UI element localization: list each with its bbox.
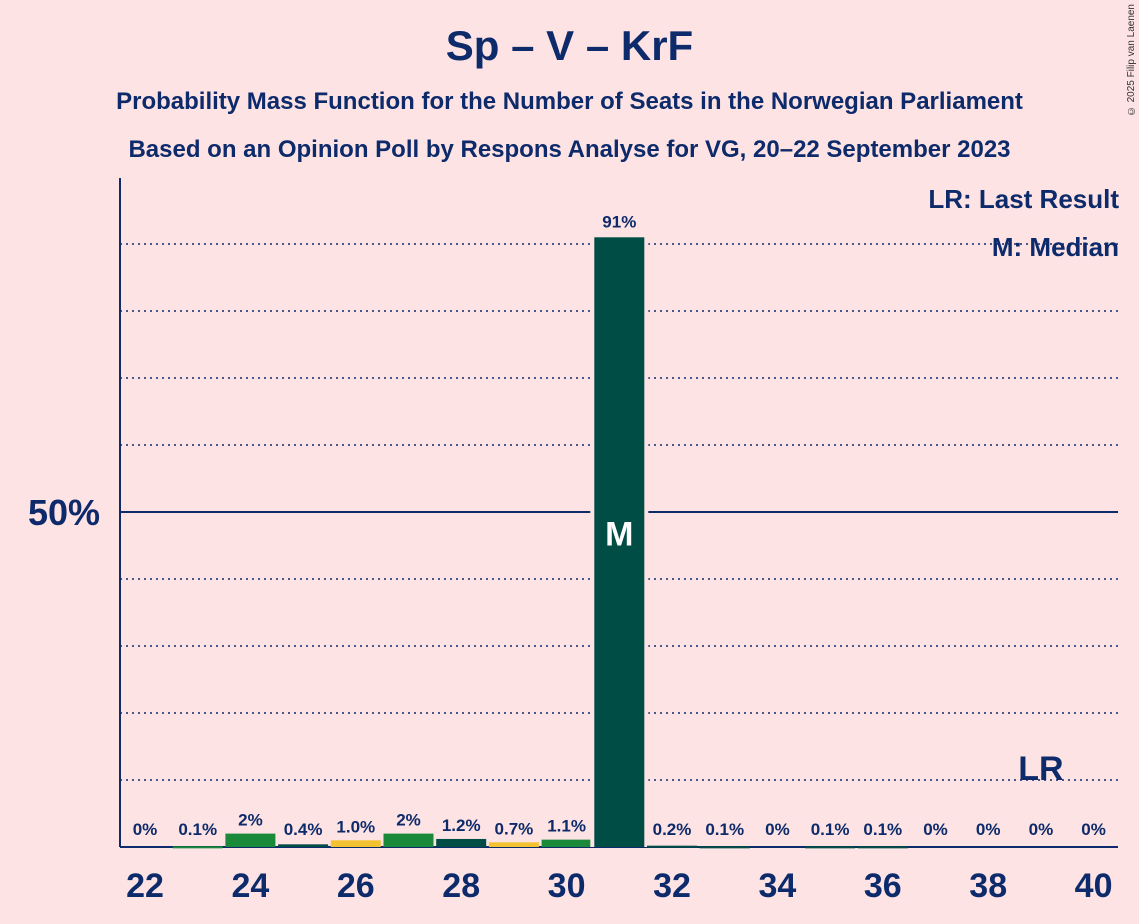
bar-value-label: 0% [1081, 820, 1106, 839]
bar-value-label: 0.1% [811, 820, 850, 839]
x-tick-label: 34 [758, 867, 796, 905]
bar-value-label: 0% [923, 820, 948, 839]
chart-subtitle: Probability Mass Function for the Number… [116, 88, 1023, 115]
chart-subtitle-poll: Based on an Opinion Poll by Respons Anal… [128, 136, 1011, 163]
x-tick-label: 24 [231, 867, 269, 905]
bar-value-label: 0% [976, 820, 1001, 839]
bar [541, 839, 592, 847]
bar-value-label: 0.1% [705, 820, 744, 839]
bar [594, 237, 645, 848]
bar-value-label: 1.2% [442, 816, 481, 835]
legend-last-result: LR: Last Result [928, 184, 1119, 214]
bar-value-label: 0.2% [653, 820, 692, 839]
bar-value-label: 0.1% [178, 820, 217, 839]
bar-value-label: 0% [765, 820, 790, 839]
bar-value-label: 1.0% [336, 817, 375, 836]
bar [383, 833, 434, 847]
bar [330, 840, 381, 847]
x-tick-label: 32 [653, 867, 691, 905]
x-tick-label: 36 [864, 867, 902, 905]
x-tick-label: 22 [126, 867, 164, 905]
bar [805, 846, 856, 849]
bar [278, 844, 329, 847]
bar [488, 842, 539, 847]
bar [225, 833, 276, 847]
bar-value-label: 0% [133, 820, 158, 839]
legend-median: M: Median [991, 232, 1119, 262]
bar [857, 846, 908, 849]
x-tick-label: 38 [969, 867, 1007, 905]
x-tick-label: 26 [337, 867, 375, 905]
chart-title: Sp – V – KrF [445, 22, 694, 69]
median-marker: M [605, 516, 633, 554]
bar-value-label: 1.1% [547, 817, 586, 836]
bar-value-label: 2% [396, 811, 421, 830]
x-tick-label: 28 [442, 867, 480, 905]
bar-value-label: 0.4% [284, 820, 323, 839]
bar-value-label: 0% [1029, 820, 1054, 839]
bar [172, 846, 223, 849]
bar [699, 846, 750, 849]
bar-value-label: 0.7% [495, 819, 534, 838]
bar-value-label: 2% [238, 811, 263, 830]
bar-value-label: 0.1% [863, 820, 902, 839]
last-result-marker: LR [1018, 750, 1063, 788]
bar [436, 838, 487, 847]
bar-value-label: 91% [602, 212, 636, 231]
x-tick-label: 30 [548, 867, 586, 905]
x-tick-label: 40 [1075, 867, 1113, 905]
bar [647, 845, 697, 848]
y-tick-label: 50% [28, 492, 100, 533]
